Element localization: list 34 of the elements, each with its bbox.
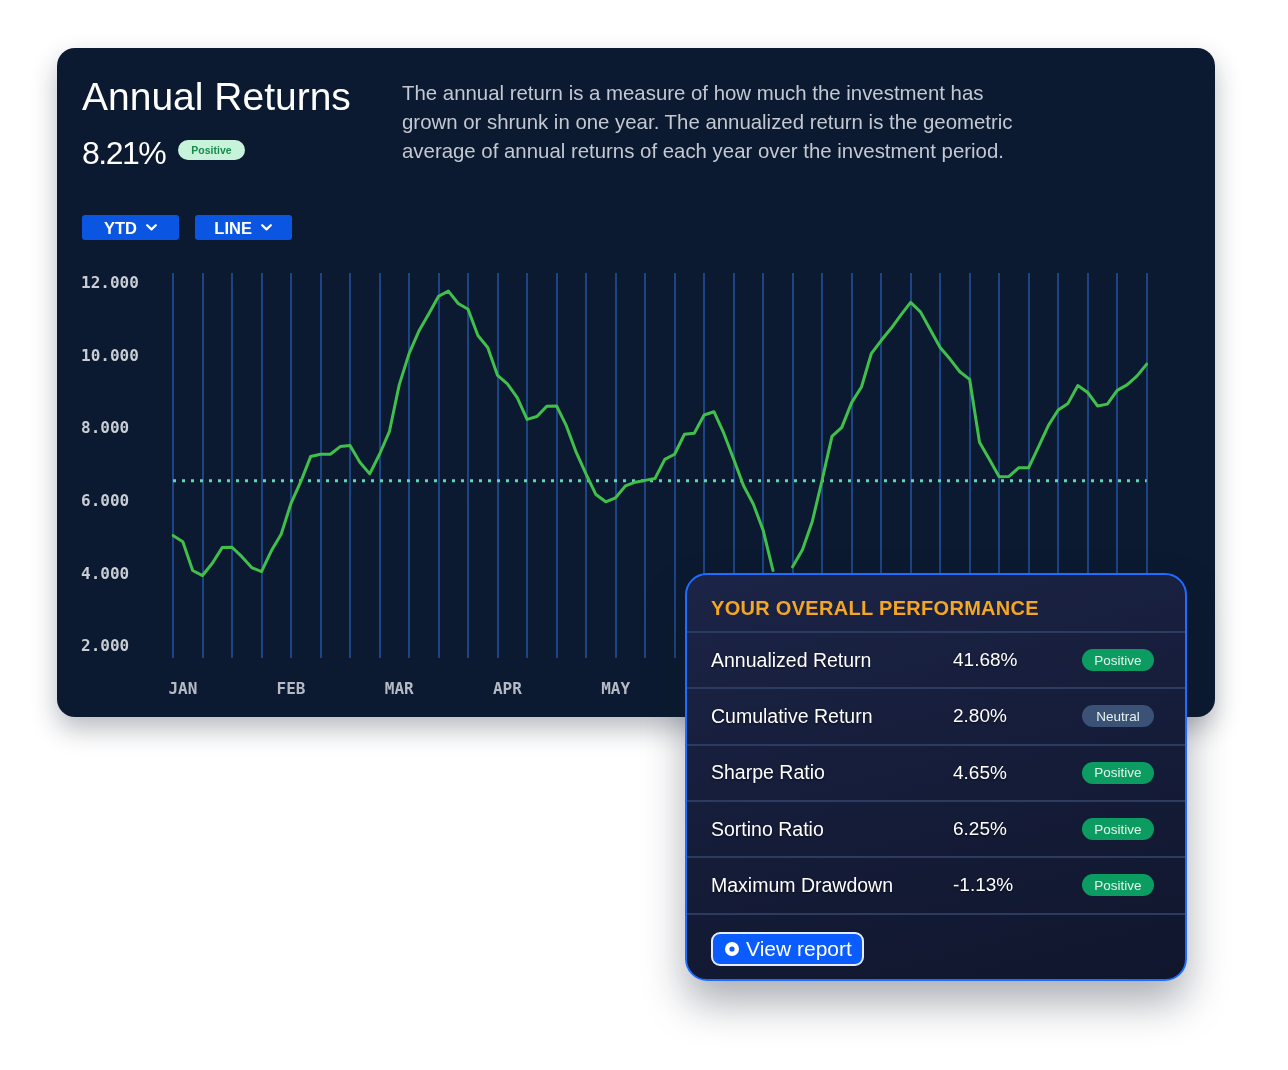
x-tick-label: MAY [601,678,631,698]
text: 8.21% [82,135,166,171]
text: LINE [214,218,252,237]
x-tick-label: MAR [384,678,415,698]
y-tick-label: 8.000 [81,418,130,438]
y-tick-label: 10.000 [81,345,139,365]
text: Cumulative Return [711,704,873,728]
text: 2.80% [953,705,1007,728]
text: Maximum Drawdown [711,873,894,897]
y-tick-label: 6.000 [81,490,130,510]
text: 4.65% [953,761,1007,784]
text: -1.13% [953,874,1014,897]
chart-title: Annual Returns [82,75,351,118]
x-tick-label: FEB [276,678,306,698]
text: YOUR OVERALL PERFORMANCE [711,597,1039,619]
text: 6.25% [953,818,1007,841]
text: Positive [191,144,232,156]
text: YTD [104,218,137,237]
text: Sharpe Ratio [711,761,825,785]
text: Sortino Ratio [711,817,824,841]
text: Positive [1094,765,1142,781]
text: Neutral [1096,708,1140,724]
y-tick-label: 2.000 [81,636,130,656]
annotation: Annualized Return [711,648,872,672]
x-tick-label: JAN [168,678,198,698]
annotation: Positive [1094,652,1142,668]
x-tick-label: APR [492,678,523,698]
chart-subtitle: The annual return is a measure of how much the investment has grown or shrunk in one year. The annualized return is the geometric average of annual returns of each year over the investment period. [402,81,1014,164]
annotation: 41.68% [953,649,1018,672]
y-tick-label: 12.000 [81,273,139,293]
text: View report [746,937,852,961]
text: Positive [1094,877,1142,893]
text: Positive [1094,821,1142,837]
y-tick-label: 4.000 [81,563,130,583]
